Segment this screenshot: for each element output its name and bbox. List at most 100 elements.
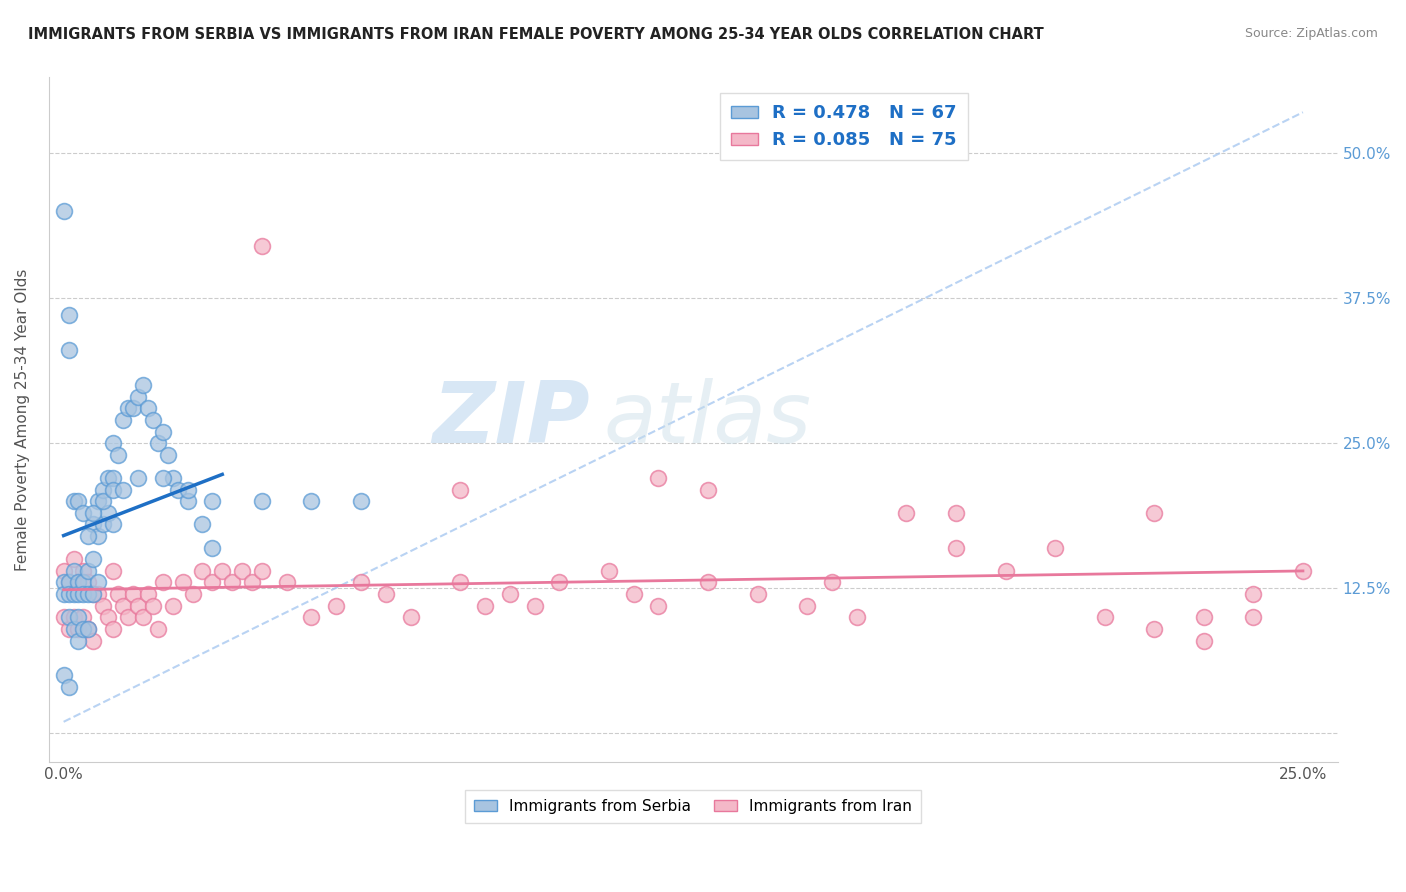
Point [112, 599, 135, 613]
Point [62, 622, 84, 636]
Point [72, 575, 94, 590]
Point [176, 494, 198, 508]
Legend: Immigrants from Serbia, Immigrants from Iran: Immigrants from Serbia, Immigrants from … [465, 790, 921, 823]
Point [91, 599, 114, 613]
Point [127, 471, 149, 485]
Point [87, 529, 110, 543]
Point [82, 506, 104, 520]
Point [350, 494, 373, 508]
Y-axis label: Female Poverty Among 25-34 Year Olds: Female Poverty Among 25-34 Year Olds [15, 268, 30, 571]
Point [211, 564, 233, 578]
Point [647, 599, 669, 613]
Point [250, 494, 273, 508]
Point [97, 471, 120, 485]
Text: ZIP: ZIP [433, 378, 591, 461]
Point [449, 483, 471, 497]
Point [152, 471, 174, 485]
Point [77, 575, 100, 590]
Point [103, 564, 125, 578]
Point [162, 599, 184, 613]
Point [1241, 587, 1264, 601]
Point [191, 517, 214, 532]
Point [181, 587, 204, 601]
Point [103, 483, 125, 497]
Point [250, 564, 273, 578]
Point [146, 622, 169, 636]
Point [87, 494, 110, 508]
Point [201, 541, 224, 555]
Point [107, 587, 129, 601]
Point [146, 436, 169, 450]
Point [1192, 633, 1215, 648]
Point [796, 599, 818, 613]
Point [87, 575, 110, 590]
Point [103, 517, 125, 532]
Point [221, 575, 243, 590]
Point [82, 587, 104, 601]
Point [945, 506, 967, 520]
Point [201, 575, 224, 590]
Point [142, 599, 165, 613]
Point [1043, 541, 1066, 555]
Point [52, 564, 75, 578]
Point [994, 564, 1017, 578]
Point [276, 575, 298, 590]
Point [72, 622, 94, 636]
Point [172, 575, 194, 590]
Point [548, 575, 571, 590]
Point [166, 483, 188, 497]
Point [52, 668, 75, 682]
Text: IMMIGRANTS FROM SERBIA VS IMMIGRANTS FROM IRAN FEMALE POVERTY AMONG 25-34 YEAR O: IMMIGRANTS FROM SERBIA VS IMMIGRANTS FRO… [28, 27, 1043, 42]
Point [191, 564, 214, 578]
Point [62, 494, 84, 508]
Point [82, 552, 104, 566]
Point [697, 483, 720, 497]
Point [523, 599, 546, 613]
Point [67, 587, 90, 601]
Point [112, 483, 135, 497]
Point [325, 599, 347, 613]
Point [301, 494, 323, 508]
Point [132, 610, 155, 624]
Point [474, 599, 496, 613]
Point [399, 610, 422, 624]
Point [136, 401, 159, 416]
Point [91, 483, 114, 497]
Point [103, 436, 125, 450]
Point [945, 541, 967, 555]
Point [91, 517, 114, 532]
Point [240, 575, 263, 590]
Point [1143, 506, 1166, 520]
Point [58, 587, 80, 601]
Point [67, 575, 90, 590]
Point [87, 587, 110, 601]
Point [58, 610, 80, 624]
Point [231, 564, 253, 578]
Point [52, 610, 75, 624]
Point [623, 587, 645, 601]
Point [132, 378, 155, 392]
Point [1192, 610, 1215, 624]
Point [82, 633, 104, 648]
Point [82, 517, 104, 532]
Point [72, 610, 94, 624]
Point [77, 622, 100, 636]
Point [58, 575, 80, 590]
Point [62, 610, 84, 624]
Point [845, 610, 868, 624]
Point [301, 610, 323, 624]
Point [107, 448, 129, 462]
Point [58, 622, 80, 636]
Point [77, 529, 100, 543]
Point [77, 564, 100, 578]
Point [52, 203, 75, 218]
Point [350, 575, 373, 590]
Point [598, 564, 620, 578]
Point [697, 575, 720, 590]
Point [499, 587, 522, 601]
Point [1143, 622, 1166, 636]
Point [1241, 610, 1264, 624]
Point [52, 587, 75, 601]
Point [152, 425, 174, 439]
Point [77, 622, 100, 636]
